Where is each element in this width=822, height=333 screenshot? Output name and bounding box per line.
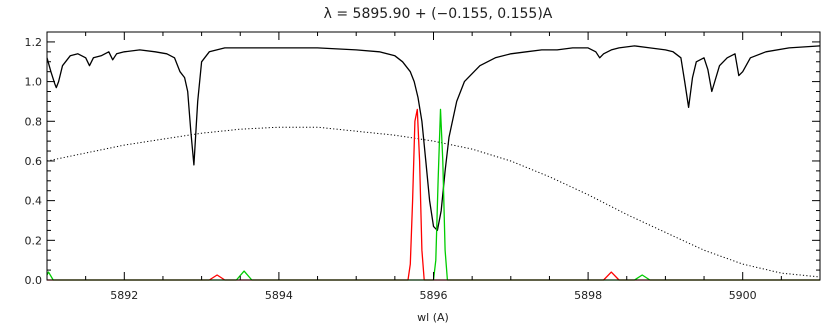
y-tick-label: 0.6 [25, 155, 43, 168]
x-tick-label: 5896 [420, 289, 448, 302]
plot-area [46, 45, 821, 281]
y-tick-label: 0.4 [25, 195, 43, 208]
x-tick-label: 5892 [110, 289, 138, 302]
y-tick-label: 1.2 [25, 36, 43, 49]
x-axis-label: wl (A) [417, 311, 449, 324]
y-tick-label: 1.0 [25, 76, 43, 89]
y-tick-label: 0.8 [25, 115, 43, 128]
series-line-1 [46, 126, 821, 278]
chart-title: λ = 5895.90 + (−0.155, 0.155)A [324, 6, 553, 22]
y-tick-label: 0.2 [25, 234, 43, 247]
series-line-2 [47, 108, 820, 281]
series-line-0 [46, 45, 821, 232]
y-tick-label: 0.0 [25, 274, 43, 287]
x-tick-label: 5898 [574, 289, 602, 302]
x-tick-label: 5894 [265, 289, 293, 302]
series-line-3 [46, 108, 820, 281]
x-tick-label: 5900 [729, 289, 757, 302]
plot-frame [46, 31, 821, 281]
axes: 5892 5894 5896 5898 5900 0.0 0.2 0.4 0.6 0.8 1.0 1.… [25, 31, 821, 302]
